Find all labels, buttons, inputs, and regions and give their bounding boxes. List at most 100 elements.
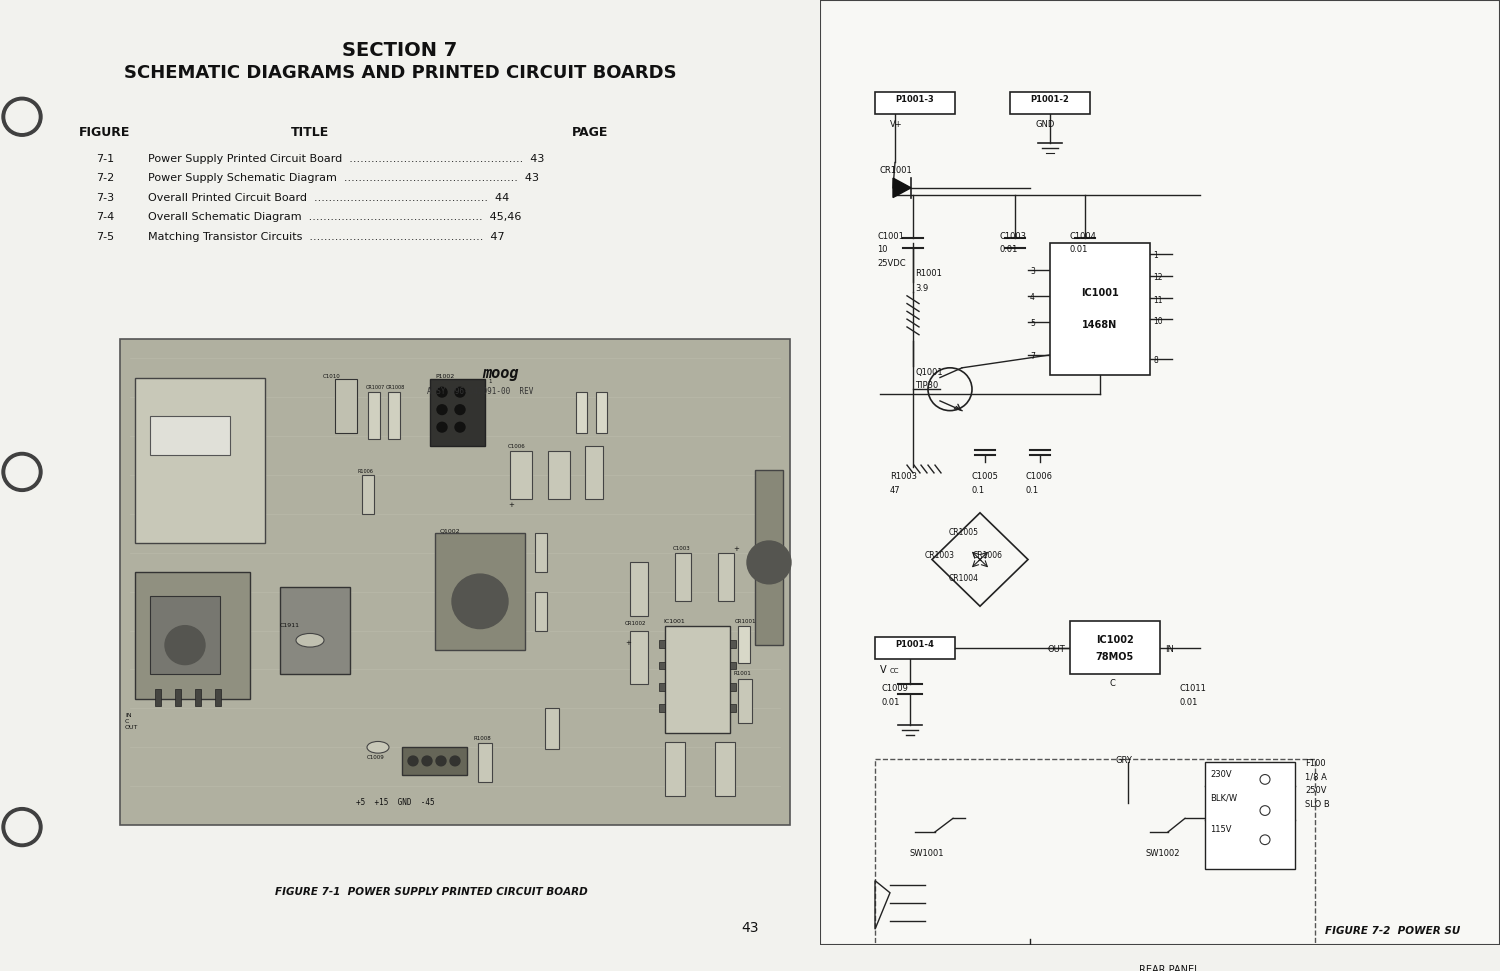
- Bar: [0, 0, 821, 945]
- Bar: [754, 470, 783, 645]
- Circle shape: [436, 387, 447, 397]
- Text: 1468N: 1468N: [1083, 319, 1118, 330]
- Text: C1005: C1005: [972, 472, 999, 481]
- Text: moog: moog: [482, 366, 519, 381]
- Text: R1001: R1001: [734, 671, 750, 677]
- Text: C1001: C1001: [878, 232, 904, 241]
- Text: 8: 8: [1154, 356, 1158, 365]
- Circle shape: [436, 405, 447, 415]
- Circle shape: [2, 452, 42, 491]
- Bar: [430, 380, 484, 446]
- Text: 7: 7: [1030, 352, 1035, 361]
- Circle shape: [6, 812, 38, 843]
- Bar: [176, 688, 181, 707]
- Bar: [402, 748, 466, 775]
- Bar: [1010, 92, 1090, 114]
- Text: 7-2: 7-2: [96, 173, 114, 184]
- Text: V+: V+: [890, 119, 903, 129]
- Bar: [585, 446, 603, 499]
- Ellipse shape: [368, 742, 388, 753]
- Text: 25VDC: 25VDC: [878, 259, 906, 268]
- Bar: [658, 683, 664, 690]
- Text: 1: 1: [1154, 251, 1158, 260]
- Text: PAGE: PAGE: [572, 126, 608, 140]
- Bar: [368, 392, 380, 439]
- Circle shape: [452, 574, 509, 628]
- Bar: [718, 552, 734, 601]
- Circle shape: [6, 456, 38, 487]
- Bar: [658, 661, 664, 669]
- Bar: [630, 562, 648, 616]
- Circle shape: [2, 97, 42, 136]
- Bar: [716, 743, 735, 796]
- Text: V: V: [880, 664, 886, 675]
- Circle shape: [450, 756, 460, 766]
- Text: 47: 47: [890, 486, 900, 494]
- Text: 7-4: 7-4: [96, 212, 114, 222]
- Text: SW1001: SW1001: [910, 850, 945, 858]
- Text: C1004: C1004: [1070, 232, 1096, 241]
- Circle shape: [6, 101, 38, 132]
- Text: F100: F100: [1305, 759, 1326, 768]
- Text: CC: CC: [890, 668, 900, 675]
- Text: IN: IN: [1166, 645, 1174, 653]
- Text: OUT: OUT: [1048, 645, 1065, 653]
- Text: 0.1: 0.1: [972, 486, 986, 494]
- Text: FIGURE 7-1  POWER SUPPLY PRINTED CIRCUIT BOARD: FIGURE 7-1 POWER SUPPLY PRINTED CIRCUIT …: [274, 887, 588, 897]
- Bar: [334, 380, 357, 433]
- Circle shape: [422, 756, 432, 766]
- Circle shape: [436, 422, 447, 432]
- Bar: [435, 533, 525, 650]
- Text: R1008: R1008: [474, 736, 492, 741]
- Text: Overall Schematic Diagram  ................................................  45,: Overall Schematic Diagram ..............…: [148, 212, 522, 222]
- Text: SECTION 7: SECTION 7: [342, 41, 458, 60]
- Bar: [596, 392, 608, 433]
- Text: R1003: R1003: [890, 472, 916, 481]
- Text: 1: 1: [488, 380, 492, 385]
- Bar: [510, 451, 532, 499]
- Text: P1002: P1002: [435, 374, 454, 379]
- Bar: [1204, 762, 1294, 869]
- Text: +: +: [734, 546, 740, 552]
- Text: Power Supply Schematic Diagram  ................................................: Power Supply Schematic Diagram .........…: [148, 173, 538, 184]
- Bar: [120, 339, 790, 825]
- Text: FIGURE: FIGURE: [80, 126, 130, 140]
- Text: Matching Transistor Circuits  ................................................  : Matching Transistor Circuits ...........…: [148, 232, 504, 242]
- Text: Q1001: Q1001: [915, 368, 942, 377]
- Text: 0.01: 0.01: [1070, 246, 1089, 254]
- Bar: [150, 417, 230, 455]
- Text: C1003: C1003: [1000, 232, 1028, 241]
- Text: IC1001: IC1001: [1082, 288, 1119, 298]
- Text: +: +: [626, 640, 632, 647]
- Text: 5: 5: [1030, 319, 1035, 328]
- Bar: [874, 759, 1316, 971]
- Text: REAR PANEL: REAR PANEL: [1138, 965, 1200, 971]
- Text: GRY: GRY: [1114, 756, 1132, 765]
- Circle shape: [165, 625, 206, 664]
- Text: 4: 4: [1030, 293, 1035, 302]
- Bar: [738, 625, 750, 662]
- Bar: [195, 688, 201, 707]
- Text: R1001: R1001: [915, 269, 942, 278]
- Bar: [536, 591, 548, 630]
- Text: IC1001: IC1001: [663, 619, 684, 623]
- Text: GND: GND: [1035, 119, 1054, 129]
- Text: C1010: C1010: [322, 374, 340, 379]
- Bar: [664, 625, 730, 733]
- Text: CR1007: CR1007: [366, 385, 386, 390]
- Bar: [362, 475, 374, 514]
- Text: 230V: 230V: [1210, 770, 1231, 779]
- Bar: [874, 92, 956, 114]
- Bar: [658, 640, 664, 648]
- Bar: [730, 683, 736, 690]
- Bar: [478, 744, 492, 783]
- Text: CR1006: CR1006: [974, 552, 1004, 560]
- Circle shape: [408, 756, 419, 766]
- Circle shape: [436, 756, 445, 766]
- Text: ASSY 996-042091-00  REV: ASSY 996-042091-00 REV: [427, 387, 532, 396]
- Text: 78MO5: 78MO5: [1096, 653, 1134, 662]
- Circle shape: [747, 541, 790, 584]
- Text: Q1002: Q1002: [440, 528, 460, 533]
- Text: Overall Printed Circuit Board  ................................................ : Overall Printed Circuit Board ..........…: [148, 192, 508, 203]
- Text: 0.01: 0.01: [1180, 698, 1198, 707]
